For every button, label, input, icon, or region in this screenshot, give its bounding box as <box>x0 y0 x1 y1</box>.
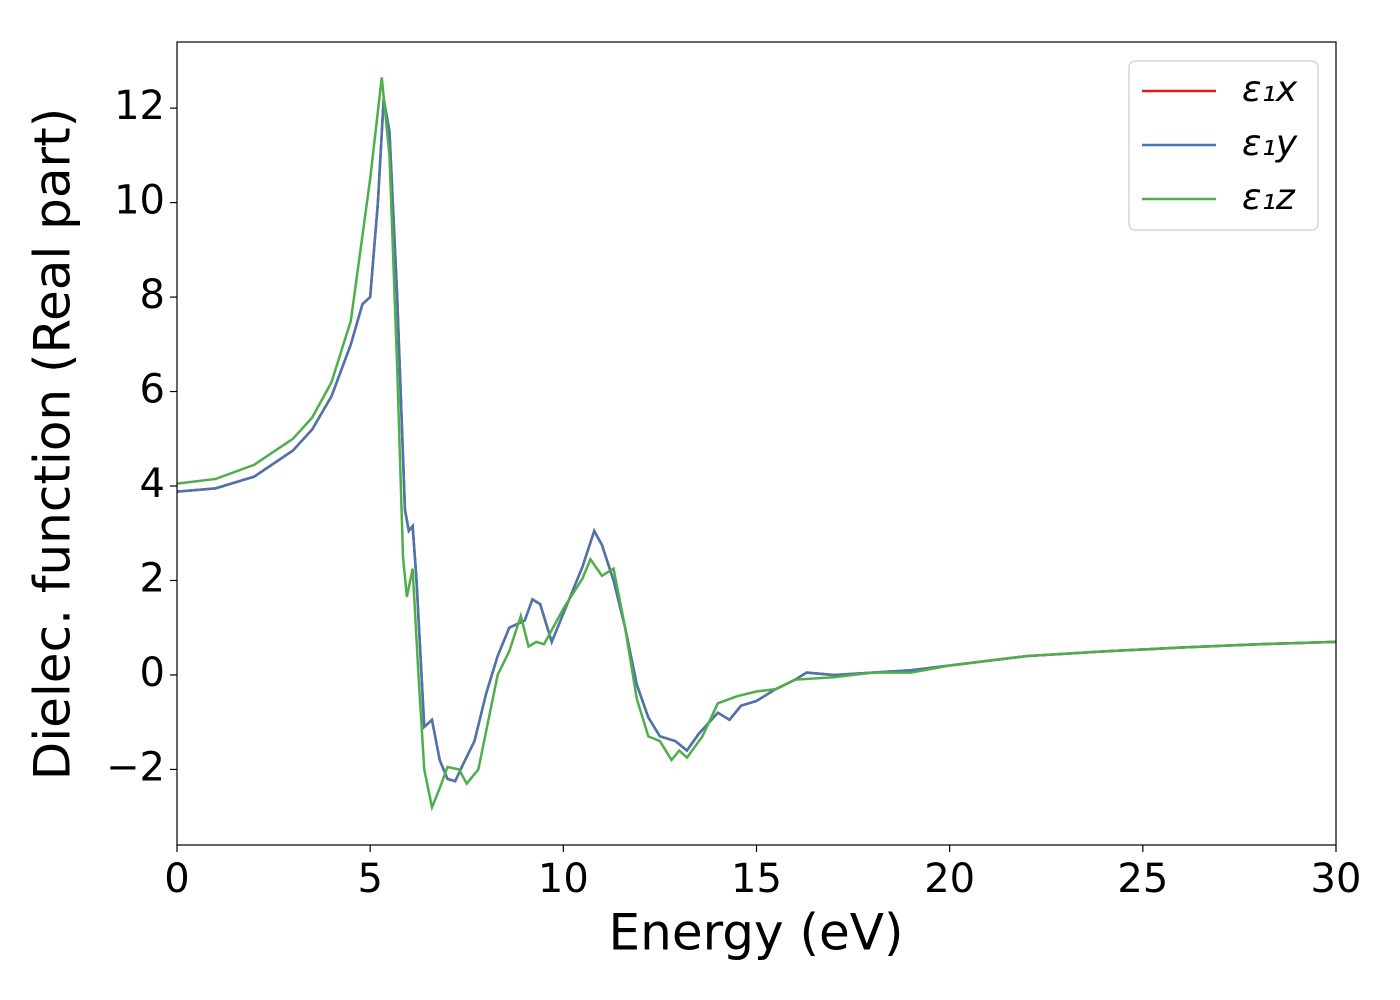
y-tick-label: −2 <box>106 744 165 790</box>
legend-label: ε₁y <box>1242 123 1298 164</box>
y-tick-label: 2 <box>140 555 165 601</box>
y-tick-label: 6 <box>140 367 165 413</box>
data-line <box>177 77 1336 812</box>
data-line <box>177 98 1336 783</box>
x-axis-label: Energy (eV) <box>609 904 904 962</box>
y-tick-label: 10 <box>114 178 165 224</box>
x-tick-label: 20 <box>924 856 975 902</box>
y-tick-label: 0 <box>140 650 165 696</box>
legend-label: ε₁z <box>1242 177 1296 218</box>
y-tick-label: 12 <box>114 83 165 129</box>
x-tick-label: 5 <box>357 856 382 902</box>
x-tick-label: 10 <box>538 856 589 902</box>
x-tick-label: 30 <box>1311 856 1362 902</box>
legend-label: ε₁x <box>1242 69 1298 110</box>
legend-box <box>1128 60 1319 231</box>
y-axis-label: Dielec. function (Real part) <box>24 108 82 780</box>
x-tick-label: 25 <box>1117 856 1168 902</box>
y-tick-label: 8 <box>140 272 165 318</box>
x-tick-label: 15 <box>731 856 782 902</box>
y-tick-label: 4 <box>140 461 165 507</box>
x-tick-label: 0 <box>164 856 189 902</box>
